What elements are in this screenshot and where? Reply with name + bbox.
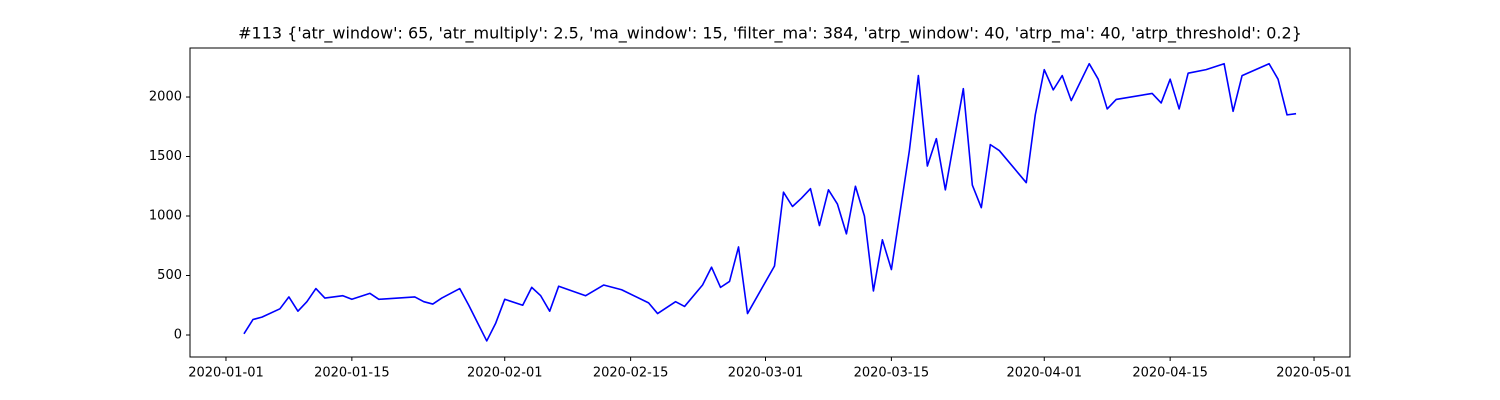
x-tick-label: 2020-04-01 (1006, 366, 1082, 381)
y-tick-label: 0 (174, 327, 182, 342)
x-tick-label: 2020-03-01 (728, 366, 804, 381)
y-tick-label: 2000 (149, 90, 182, 105)
y-tick-label: 500 (157, 268, 182, 283)
x-tick-label: 2020-01-15 (314, 366, 390, 381)
y-tick-label: 1000 (149, 209, 182, 224)
plot-frame (189, 47, 1351, 358)
x-tick-label: 2020-02-15 (593, 366, 669, 381)
x-tick-label: 2020-04-15 (1132, 366, 1208, 381)
chart-title: #113 {'atr_window': 65, 'atr_multiply': … (238, 24, 1302, 44)
x-tick-label: 2020-02-01 (467, 366, 543, 381)
x-tick-label: 2020-03-15 (854, 366, 930, 381)
line-series (243, 62, 1297, 342)
x-tick-label: 2020-01-01 (188, 366, 264, 381)
y-tick-label: 1500 (149, 149, 182, 164)
x-tick-label: 2020-05-01 (1276, 366, 1352, 381)
